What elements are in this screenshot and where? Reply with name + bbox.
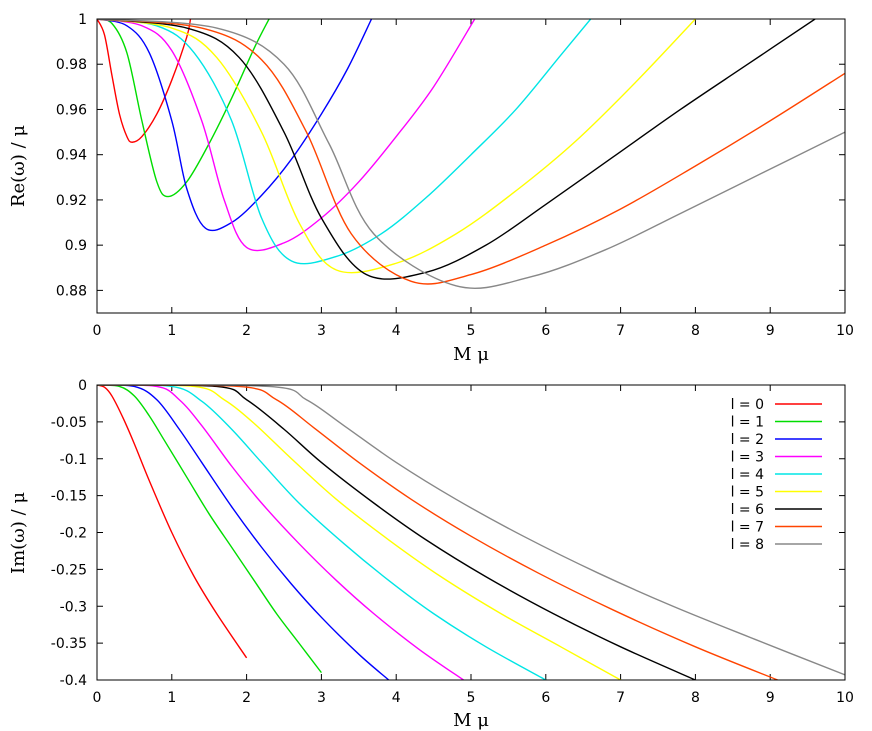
y-tick-label: -0.2 — [60, 526, 87, 542]
legend-label-6: l = 6 — [731, 502, 765, 518]
y-tick-label: 0.96 — [56, 102, 87, 118]
series-line-1 — [97, 385, 322, 674]
series-line-8 — [97, 19, 845, 290]
im-omega-panel: Im(ω) / μ M μ 0 1 2 3 4 5 6 7 8 9 10 0 -0.05 -0.1 -0.1… — [8, 378, 854, 731]
x-tick-label: 10 — [836, 323, 854, 339]
plot-frame — [96, 384, 846, 681]
series-line-6 — [97, 19, 816, 280]
y-tick-label: 0.88 — [56, 283, 87, 299]
y-tick-label: -0.1 — [60, 452, 87, 468]
x-axis-title-re: M μ — [453, 344, 489, 365]
series-line-1 — [97, 19, 270, 198]
series-line-5 — [97, 385, 621, 680]
x-tick-label: 5 — [467, 323, 476, 339]
x-tick-label: 6 — [541, 323, 550, 339]
series-line-5 — [97, 19, 696, 274]
x-tick-label: 1 — [167, 690, 176, 706]
x-tick-label: 0 — [93, 323, 102, 339]
series-line-0 — [97, 385, 248, 659]
x-tick-label: 8 — [691, 323, 700, 339]
legend-label-3: l = 3 — [731, 450, 764, 466]
legend-label-1: l = 1 — [731, 415, 764, 431]
y-tick-label: -0.35 — [51, 636, 87, 652]
y-tick-label: -0.05 — [51, 415, 87, 431]
x-tick-label: 2 — [242, 323, 251, 339]
series-line-3 — [97, 19, 476, 252]
legend: l = 0 l = 1l = 2 l = 3l = 4 l = 5l = 6 l = 7… — [731, 397, 822, 553]
series-line-2 — [97, 385, 390, 680]
x-tick-label: 3 — [317, 323, 326, 339]
legend-label-4: l = 4 — [731, 467, 765, 483]
series-line-0 — [97, 19, 192, 143]
legend-label-8: l = 8 — [731, 537, 764, 553]
x-tick-label: 4 — [392, 323, 401, 339]
x-axis-title-im: M μ — [453, 710, 489, 731]
legend-label-5: l = 5 — [731, 485, 764, 501]
y-tick-label: 0.9 — [65, 238, 87, 254]
y-tick-label: 1 — [78, 12, 87, 28]
plot-frame — [96, 18, 846, 314]
legend-label-2: l = 2 — [731, 432, 764, 448]
legend-label-7: l = 7 — [731, 520, 764, 536]
y-tick-label: -0.15 — [51, 489, 87, 505]
x-tick-label: 4 — [392, 690, 401, 706]
legend-label-0: l = 0 — [731, 397, 764, 413]
x-tick-label: 8 — [691, 690, 700, 706]
y-tick-label: -0.25 — [51, 562, 87, 578]
series-line-7 — [97, 385, 778, 680]
x-tick-label: 9 — [766, 323, 775, 339]
x-tick-label: 10 — [836, 690, 854, 706]
series-line-4 — [97, 19, 592, 265]
series-line-7 — [97, 19, 845, 285]
series-line-3 — [97, 385, 464, 680]
y-tick-label: 0.92 — [56, 193, 87, 209]
series-line-8 — [97, 385, 845, 676]
x-tick-label: 9 — [766, 690, 775, 706]
y-tick-label: -0.4 — [60, 673, 87, 689]
y-tick-label: 0.94 — [56, 148, 87, 164]
y-tick-label: -0.3 — [60, 599, 87, 615]
x-tick-label: 0 — [93, 690, 102, 706]
series-line-4 — [97, 385, 547, 680]
x-tick-label: 1 — [167, 323, 176, 339]
y-axis-title-im: Im(ω) / μ — [8, 492, 29, 574]
series-line-6 — [97, 385, 696, 680]
x-tick-label: 3 — [317, 690, 326, 706]
series-line-2 — [97, 19, 373, 232]
x-tick-label: 6 — [541, 690, 550, 706]
re-omega-panel: Re(ω) / μ M μ 0 1 2 3 4 5 6 7 8 9 10 0.88 0.9 0.92 0.9… — [8, 12, 854, 365]
x-tick-label: 7 — [616, 323, 625, 339]
y-axis-title-re: Re(ω) / μ — [8, 125, 29, 207]
y-tick-label: 0 — [78, 378, 87, 394]
x-tick-label: 2 — [242, 690, 251, 706]
x-tick-label: 5 — [467, 690, 476, 706]
x-tick-label: 7 — [616, 690, 625, 706]
y-tick-label: 0.98 — [56, 57, 87, 73]
